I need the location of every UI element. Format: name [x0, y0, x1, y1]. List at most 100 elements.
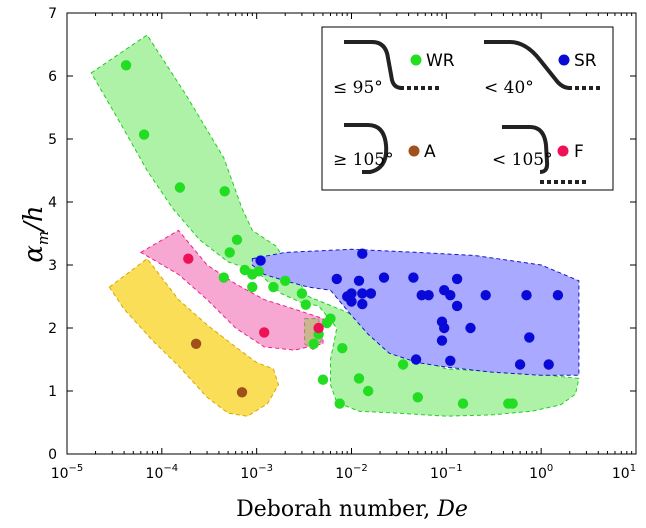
legend-condition-sr: < 40°	[484, 78, 534, 98]
contact-line-a-icon	[344, 123, 389, 174]
legend-marker-wr	[410, 54, 422, 66]
x-tick-label: 10−4	[146, 463, 179, 482]
point-sr	[451, 273, 463, 285]
contact-line-f-icon	[502, 125, 550, 174]
point-sr	[451, 300, 463, 312]
point-sr	[521, 290, 532, 301]
point-sr	[378, 272, 390, 283]
legend-item-a: A ≥ 105°	[333, 123, 436, 174]
x-tick-label: 10−5	[51, 463, 84, 482]
x-tick-label: 10−2	[335, 463, 368, 482]
y-tick-label: 1	[48, 384, 57, 400]
point-sr	[331, 273, 342, 285]
point-f	[183, 253, 194, 264]
y-tick-label: 3	[48, 258, 57, 274]
legend-label-sr: SR	[574, 51, 597, 71]
legend-item-f: F < 105°	[492, 125, 586, 184]
point-wr	[219, 186, 230, 197]
point-a	[190, 338, 202, 349]
point-wr	[334, 398, 345, 409]
region-wr	[90, 34, 580, 417]
point-sr	[255, 255, 266, 266]
x-tick-label: 101	[612, 463, 636, 482]
legend: WR ≤ 95° SR < 40° A ≥ 105° F < 105°	[321, 26, 614, 191]
point-wr	[280, 275, 291, 286]
legend-item-wr: WR ≤ 95°	[333, 40, 455, 98]
x-tick-label: 10−3	[240, 463, 273, 482]
y-tick-label: 5	[48, 132, 57, 148]
point-sr	[552, 290, 564, 301]
legend-condition-f: < 105°	[492, 150, 553, 170]
point-f	[313, 322, 324, 334]
point-wr	[247, 281, 258, 293]
point-sr	[357, 298, 368, 310]
point-sr	[346, 288, 357, 299]
point-wr	[363, 385, 374, 397]
point-wr	[300, 299, 311, 310]
point-wr	[120, 60, 132, 71]
legend-item-sr: SR < 40°	[484, 40, 602, 98]
point-sr	[445, 355, 456, 366]
point-wr	[218, 272, 229, 283]
point-sr	[543, 359, 554, 370]
point-wr	[296, 288, 308, 299]
legend-label-a: A	[424, 142, 436, 162]
point-wr	[308, 338, 319, 349]
point-wr	[231, 234, 243, 245]
point-wr	[397, 359, 409, 370]
point-sr	[439, 322, 450, 334]
y-tick-label: 0	[48, 447, 57, 463]
point-wr	[353, 373, 365, 384]
point-sr	[423, 290, 434, 301]
point-wr	[412, 392, 423, 403]
point-a	[236, 387, 248, 398]
y-tick-label: 4	[48, 195, 57, 211]
point-sr	[365, 288, 377, 299]
x-tick-label: 10−1	[430, 463, 463, 482]
legend-marker-a	[408, 145, 420, 157]
point-wr	[457, 398, 469, 409]
legend-box	[321, 26, 614, 191]
point-wr	[224, 247, 235, 258]
point-sr	[514, 359, 526, 370]
point-sr	[465, 322, 476, 334]
y-axis-label: αm/h	[19, 205, 52, 262]
point-wr	[268, 281, 279, 293]
point-f	[259, 327, 270, 338]
y-tick-label: 7	[48, 6, 57, 22]
point-sr	[524, 332, 535, 343]
point-wr	[239, 264, 250, 276]
point-sr	[353, 275, 365, 286]
legend-label-f: F	[574, 142, 584, 162]
point-wr	[174, 182, 186, 193]
legend-marker-f	[557, 145, 569, 157]
regions	[90, 34, 580, 417]
point-sr	[480, 290, 491, 301]
point-sr	[357, 288, 368, 299]
point-sr	[408, 272, 419, 283]
legend-condition-a: ≥ 105°	[333, 150, 394, 170]
x-axis-label: Deborah number, De	[236, 497, 468, 522]
axis-ticks	[66, 12, 637, 455]
point-sr	[445, 290, 456, 301]
region-a	[108, 258, 280, 417]
x-tick-label: 100	[529, 463, 553, 482]
point-sr	[346, 296, 357, 307]
point-wr	[317, 374, 329, 385]
point-sr	[410, 354, 422, 365]
point-wr	[253, 266, 264, 277]
legend-marker-sr	[558, 54, 570, 66]
point-sr	[357, 248, 368, 259]
point-wr	[337, 343, 348, 354]
point-sr	[436, 335, 448, 346]
y-tick-label: 6	[48, 69, 57, 85]
point-wr	[325, 313, 336, 324]
contact-line-wr-icon	[344, 40, 403, 90]
y-tick-label: 2	[48, 321, 57, 337]
data-points	[120, 60, 564, 409]
contact-line-sr-icon	[484, 40, 571, 90]
legend-condition-wr: ≤ 95°	[333, 78, 383, 98]
point-wr	[507, 398, 518, 409]
